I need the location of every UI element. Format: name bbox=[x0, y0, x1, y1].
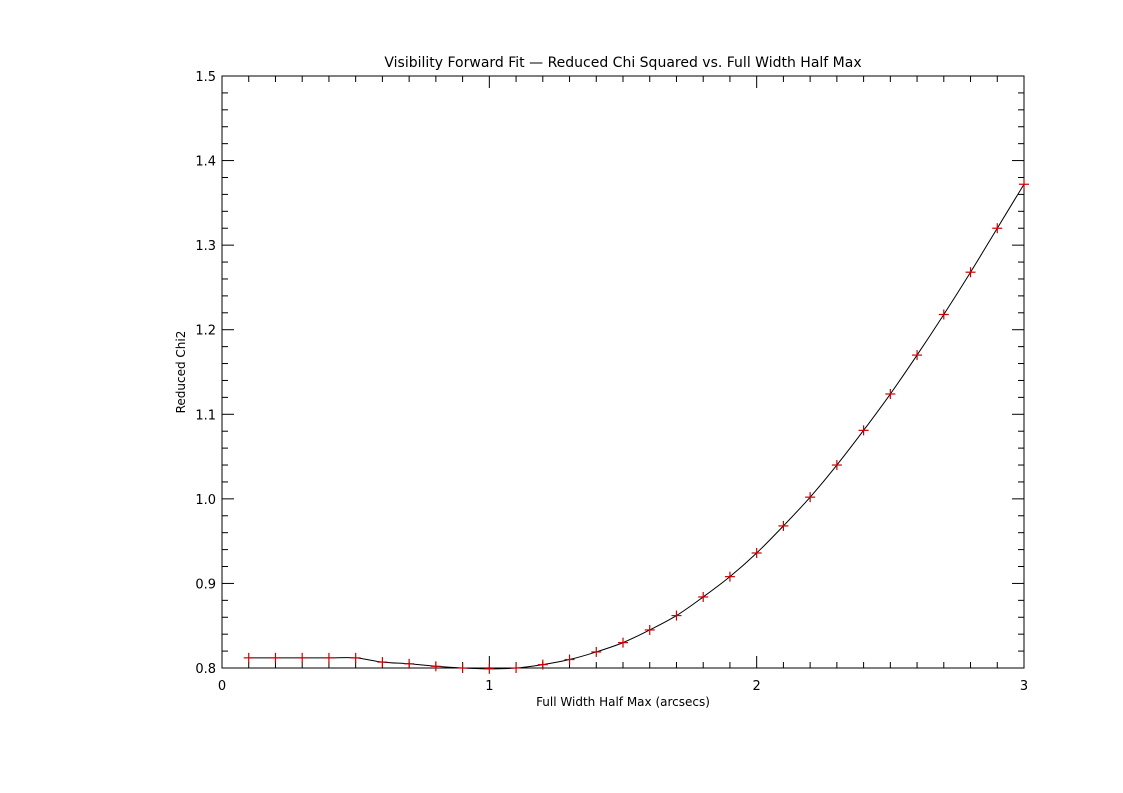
data-point-marker bbox=[858, 425, 869, 436]
series-line bbox=[248, 183, 1025, 670]
y-tick-label: 0.8 bbox=[195, 662, 216, 677]
series-layer bbox=[243, 179, 1029, 674]
data-point-marker bbox=[805, 492, 816, 503]
data-point-marker bbox=[831, 460, 842, 471]
data-point-marker bbox=[618, 637, 628, 648]
data-point-marker bbox=[323, 652, 334, 663]
data-point-marker bbox=[457, 663, 468, 673]
x-axis-label: Full Width Half Max (arcsecs) bbox=[536, 695, 710, 709]
data-point-marker bbox=[644, 624, 655, 635]
chart-title: Visibility Forward Fit — Reduced Chi Squ… bbox=[384, 55, 861, 71]
data-point-marker bbox=[484, 663, 495, 674]
data-point-marker bbox=[671, 610, 682, 621]
data-point-marker bbox=[297, 652, 308, 663]
data-point-marker bbox=[511, 663, 522, 673]
y-tick-label: 1.4 bbox=[195, 155, 216, 170]
y-tick-label: 1.5 bbox=[195, 70, 216, 85]
y-tick-label: 1.2 bbox=[195, 324, 216, 339]
data-point-marker bbox=[430, 661, 441, 672]
data-point-marker bbox=[938, 309, 949, 320]
x-tick-label: 2 bbox=[753, 679, 761, 694]
data-point-marker bbox=[350, 652, 361, 663]
data-point-marker bbox=[751, 547, 762, 558]
y-axis-label: Reduced Chi2 bbox=[174, 331, 188, 414]
y-tick-label: 1.3 bbox=[195, 239, 216, 254]
y-axis: 0.8 0.9 1.0 1.1 1.2 1.3 1.4 1.5 bbox=[195, 70, 1024, 677]
data-point-marker bbox=[992, 223, 1003, 234]
data-point-marker bbox=[404, 658, 415, 669]
data-point-marker bbox=[778, 520, 789, 531]
y-tick-label: 0.9 bbox=[195, 577, 216, 592]
x-tick-label: 3 bbox=[1020, 679, 1028, 694]
data-point-marker bbox=[965, 267, 976, 278]
x-tick-label: 0 bbox=[218, 679, 226, 694]
data-point-marker bbox=[885, 388, 896, 399]
data-point-marker bbox=[591, 646, 602, 657]
data-point-marker bbox=[243, 652, 254, 663]
data-point-marker bbox=[270, 652, 281, 663]
data-point-marker bbox=[1019, 179, 1029, 190]
plot-frame bbox=[221, 75, 1025, 669]
data-point-marker bbox=[698, 591, 709, 602]
x-tick-label: 1 bbox=[485, 679, 493, 694]
y-tick-label: 1.1 bbox=[195, 408, 216, 423]
data-point-marker bbox=[724, 571, 735, 582]
x-axis: 0 1 2 3 bbox=[218, 76, 1028, 694]
axes bbox=[221, 75, 1025, 669]
data-point-marker bbox=[377, 657, 388, 668]
data-point-marker bbox=[564, 654, 575, 665]
data-point-marker bbox=[537, 659, 548, 670]
data-point-marker bbox=[912, 350, 923, 361]
y-tick-label: 1.0 bbox=[195, 493, 216, 508]
